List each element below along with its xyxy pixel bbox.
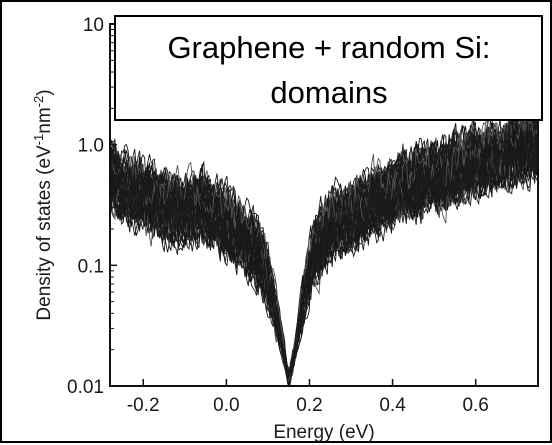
dos-curve — [110, 108, 538, 369]
x-axis-ticks: -0.2 0.0 0.2 0.4 0.6 — [127, 379, 489, 416]
x-tick-label: -0.2 — [127, 395, 160, 416]
x-tick-label: 0.2 — [296, 395, 322, 416]
chart-title-line-2: domains — [270, 75, 387, 110]
y-tick-label: 0.01 — [67, 377, 104, 398]
y-tick-label: 0.1 — [78, 256, 104, 277]
y-axis-label-sup2: -2 — [31, 96, 46, 108]
dos-curve — [110, 125, 538, 386]
x-tick-label: 0.4 — [379, 395, 406, 416]
y-tick-label: 10 — [83, 15, 104, 36]
y-axis-label-end: ) — [34, 89, 55, 95]
chart-title-box: Graphene + random Si: domains — [114, 15, 543, 121]
y-tick-label: 1.0 — [78, 136, 104, 157]
ensemble-curves — [110, 99, 538, 386]
dos-curve — [110, 120, 538, 376]
y-axis-label: Density of states (eV-1nm-2) — [31, 89, 55, 320]
x-tick-label: 0.6 — [462, 395, 488, 416]
dos-curve — [110, 118, 538, 376]
y-axis-label-mid: nm — [34, 107, 55, 133]
x-axis-label: Energy (eV) — [273, 422, 374, 443]
x-tick-label: 0.0 — [213, 395, 239, 416]
y-axis-label-sup1: -1 — [31, 134, 46, 146]
chart-title-line-1: Graphene + random Si: — [167, 30, 490, 65]
y-axis-ticks: 0.01 0.1 1.0 10 — [67, 15, 117, 398]
dos-curve — [110, 155, 538, 381]
y-axis-label-main: Density of states (eV — [34, 145, 55, 321]
